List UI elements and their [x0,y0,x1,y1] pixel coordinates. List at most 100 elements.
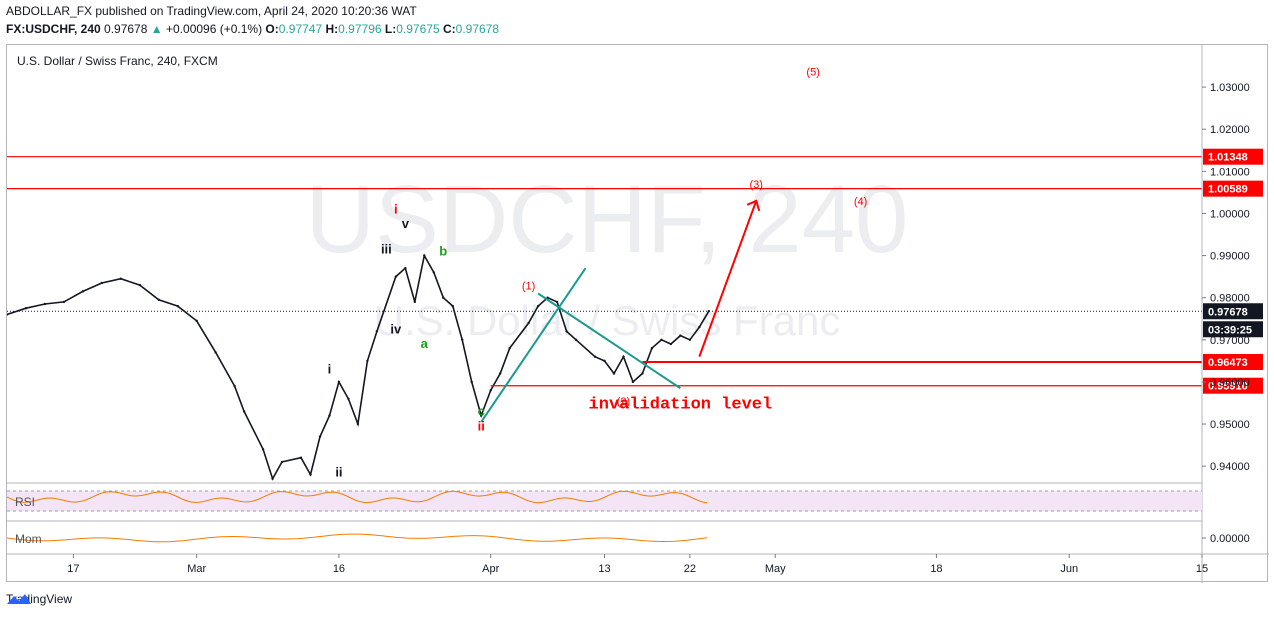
price-point [508,347,511,350]
wave-label: iii [381,241,392,256]
x-tick-label: 17 [67,563,79,575]
wave-label: i [394,201,398,216]
rsi-line [7,490,708,504]
y-tick-label: 0.98000 [1210,293,1250,305]
close-value: 0.97678 [455,22,500,36]
price-point [404,267,407,270]
price-point [43,302,47,306]
last-price: 0.97678 [104,22,148,36]
wave-label: a [421,336,429,351]
price-point [233,384,236,388]
price-point [603,359,606,363]
wave-label: (5) [806,66,819,78]
price-tag-095910: 0.95910 [1208,381,1248,393]
price-tag-100589-bg [1203,180,1263,197]
price-point [432,271,435,274]
price-tag-096473: 0.96473 [1208,357,1248,369]
up-arrow-icon: ▲ [150,22,163,36]
price-point [176,304,179,308]
y-tick-label: 1.00000 [1210,208,1250,220]
price-point [318,435,322,438]
price-point [309,473,312,476]
price-point [81,290,85,293]
price-point [271,477,274,480]
mom-axis-value: 0.00000 [1210,533,1250,545]
wave-label: ii [478,418,485,433]
price-point [280,460,284,464]
price-point [555,300,559,304]
price-point [24,307,28,310]
price-point [631,380,635,384]
price-point [299,456,303,459]
price-point [214,351,217,354]
price-tag-current-bg [1203,303,1263,320]
price-point [660,338,663,342]
price-point [261,448,265,451]
price-tag-101348: 1.01348 [1208,152,1248,164]
y-tick-label: 0.94000 [1210,461,1250,473]
wave-label: (3) [750,179,763,191]
price-point [375,330,379,333]
y-tick-label: 0.97000 [1210,335,1250,347]
price-point [451,304,454,308]
price-point [119,277,123,280]
price-point [7,313,9,316]
watermark-symbol: USDCHF, 240 [306,166,909,273]
wave-label: (2) [617,396,630,408]
price-point [612,372,616,375]
chart-frame: USDCHF, 240 U.S. Dollar / Swiss Franc U.… [6,44,1269,583]
tradingview-brand[interactable]: TradingView [6,592,72,606]
price-point [565,330,568,333]
price-point [442,296,445,299]
price-point [195,319,198,323]
y-tick-label: 0.95000 [1210,419,1250,431]
y-tick-label: 1.03000 [1210,82,1250,94]
y-tick-label: 1.02000 [1210,124,1250,136]
price-tag-current: 0.97678 [1208,306,1248,318]
x-tick-label: Apr [482,563,499,575]
wave-label: (4) [854,196,867,208]
y-tick-label: 0.99000 [1210,251,1250,263]
price-point [669,342,673,346]
price-point [461,338,464,342]
price-tag-100589: 1.00589 [1208,184,1248,196]
low-label: L: [384,22,397,36]
price-point [62,300,66,304]
x-tick-label: 18 [930,563,942,575]
publisher-line: ABDOLLAR_FX published on TradingView.com… [6,4,417,18]
projection-arrow [698,200,758,357]
watermark-description: U.S. Dollar / Swiss Franc [374,297,841,344]
price-line [7,253,710,481]
price-point [157,298,160,301]
price-point [650,347,654,350]
wave-label: (1) [522,280,535,292]
wave-label: iv [390,321,402,336]
wave-label: i [328,362,332,377]
price-point [679,334,682,337]
wave-label: b [439,244,447,259]
open-value: 0.97747 [278,22,323,36]
high-label: H: [325,22,339,36]
price-point [707,309,711,313]
price-point [423,254,426,257]
price-point [641,372,644,375]
wave-label: invalidation level [589,395,773,414]
price-point [527,321,530,325]
price-point [688,338,692,342]
y-tick-label: 1.01000 [1210,166,1250,178]
price-point [489,389,492,392]
price-tag-095910-bg [1203,377,1263,394]
price-point [480,414,483,417]
price-point [328,414,331,417]
price-point [593,355,597,358]
price-point [100,281,104,285]
y-tick-label: 0.96000 [1210,377,1250,389]
price-point [337,380,341,384]
price-point [347,397,350,400]
close-label: C: [442,22,456,36]
price-chart[interactable]: USDCHF, 240 U.S. Dollar / Swiss Franc U.… [7,45,1269,583]
symbol-ohlc-line: FX:USDCHF, 240 0.97678 ▲ +0.00096 (+0.1%… [6,22,499,36]
x-tick-label: 22 [684,563,696,575]
countdown-bg [1203,321,1263,338]
projection-arrow-head [746,199,761,212]
